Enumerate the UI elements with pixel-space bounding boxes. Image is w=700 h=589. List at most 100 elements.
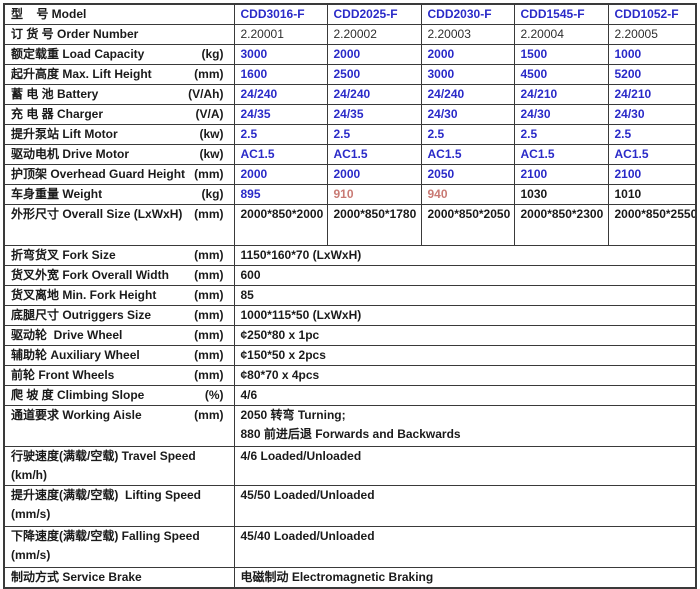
row-label: 外形尺寸 Overall Size (LxWxH) (mm) xyxy=(3,204,235,246)
spec-cell: 1000*115*50 (LxWxH) xyxy=(233,305,697,326)
row-travel-speed: 行驶速度(满载/空载) Travel Speed (km/h) 4/6 Load… xyxy=(3,446,697,486)
spec-cell: 1000 xyxy=(607,44,697,65)
spec-cell: 24/30 xyxy=(420,104,515,125)
spec-cell: AC1.5 xyxy=(326,144,422,165)
spec-cell: 2000*850*2550 xyxy=(607,204,697,246)
row-climbing-slope: 爬 坡 度 Climbing Slope (%) 4/6 xyxy=(3,385,697,406)
row-label: 护顶架 Overhead Guard Height (mm) xyxy=(3,164,235,185)
row-label: 辅助轮 Auxiliary Wheel (mm) xyxy=(3,345,235,366)
spec-cell: 电磁制动 Electromagnetic Braking xyxy=(233,567,697,589)
spec-cell: CDD1052-F xyxy=(607,3,697,25)
spec-cell: 24/240 xyxy=(326,84,422,105)
spec-cell: 2000*850*2300 xyxy=(513,204,609,246)
spec-cell: 2100 xyxy=(607,164,697,185)
spec-cell: 2000 xyxy=(326,164,422,185)
spec-cell: AC1.5 xyxy=(420,144,515,165)
row-label: 驱动电机 Drive Motor (kw) xyxy=(3,144,235,165)
row-label: 提升速度(满载/空载) Lifting Speed (mm/s) xyxy=(3,485,235,527)
row-label: 蓄 电 池 Battery (V/Ah) xyxy=(3,84,235,105)
row-label: 货叉离地 Min. Fork Height (mm) xyxy=(3,285,235,306)
row-label: 前轮 Front Wheels (mm) xyxy=(3,365,235,386)
row-label: 货叉外宽 Fork Overall Width (mm) xyxy=(3,265,235,286)
spec-cell: 2000*850*1780 xyxy=(326,204,422,246)
spec-cell: 3000 xyxy=(420,64,515,85)
row-lifting-speed: 提升速度(满载/空载) Lifting Speed (mm/s) 45/50 Lo… xyxy=(3,485,697,527)
row-front-wheels: 前轮 Front Wheels (mm) ¢80*70 x 4pcs xyxy=(3,365,697,386)
spec-cell: AC1.5 xyxy=(233,144,328,165)
row-label: 起升高度 Max. Lift Height (mm) xyxy=(3,64,235,85)
row-overall-size: 外形尺寸 Overall Size (LxWxH) (mm) 2000*850*2… xyxy=(3,204,697,246)
spec-cell: 2.5 xyxy=(513,124,609,145)
spec-cell: 1010 xyxy=(607,184,697,205)
spec-cell: 1500 xyxy=(513,44,609,65)
row-lift-height: 起升高度 Max. Lift Height (mm) 1600 2500 3000… xyxy=(3,64,697,85)
spec-cell: 24/210 xyxy=(513,84,609,105)
spec-cell: CDD1545-F xyxy=(513,3,609,25)
spec-table: 型 号 Model CDD3016-F CDD2025-F CDD2030-F … xyxy=(3,3,697,589)
row-charger: 充 电 器 Charger (V/A) 24/35 24/35 24/30 24/… xyxy=(3,104,697,125)
row-outriggers-size: 底腿尺寸 Outriggers Size (mm) 1000*115*50 (Lx… xyxy=(3,305,697,326)
row-overhead-guard: 护顶架 Overhead Guard Height (mm) 2000 2000 … xyxy=(3,164,697,185)
working-aisle-line1: 2050 转弯 Turning; xyxy=(240,408,346,422)
spec-cell: 85 xyxy=(233,285,697,306)
spec-cell: 2050 xyxy=(420,164,515,185)
spec-cell: AC1.5 xyxy=(607,144,697,165)
spec-cell: 2.5 xyxy=(233,124,328,145)
spec-cell: CDD2030-F xyxy=(420,3,515,25)
spec-cell: 4/6 Loaded/Unloaded xyxy=(233,446,697,486)
spec-cell: 2050 转弯 Turning; 880 前进后退 Forwards and B… xyxy=(233,405,697,447)
spec-cell: 2000*850*2050 xyxy=(420,204,515,246)
row-label: 车身重量 Weight (kg) xyxy=(3,184,235,205)
row-lift-motor: 提升泵站 Lift Motor (kw) 2.5 2.5 2.5 2.5 2.5 xyxy=(3,124,697,145)
row-load-capacity: 额定载重 Load Capacity (kg) 3000 2000 2000 15… xyxy=(3,44,697,65)
spec-cell: 4500 xyxy=(513,64,609,85)
working-aisle-line2: 880 前进后退 Forwards and Backwards xyxy=(240,427,461,441)
spec-cell: 2.20005 xyxy=(607,24,697,45)
row-label: 订 货 号 Order Number xyxy=(3,24,235,45)
spec-cell: 2.20001 xyxy=(233,24,328,45)
row-battery: 蓄 电 池 Battery (V/Ah) 24/240 24/240 24/240… xyxy=(3,84,697,105)
row-model: 型 号 Model CDD3016-F CDD2025-F CDD2030-F … xyxy=(3,3,697,25)
row-min-fork-height: 货叉离地 Min. Fork Height (mm) 85 xyxy=(3,285,697,306)
spec-cell: 24/35 xyxy=(233,104,328,125)
spec-cell: 2000 xyxy=(420,44,515,65)
spec-cell: 1600 xyxy=(233,64,328,85)
row-label: 制动方式 Service Brake xyxy=(3,567,235,589)
row-service-brake: 制动方式 Service Brake 电磁制动 Electromagnetic … xyxy=(3,567,697,589)
spec-cell: 24/35 xyxy=(326,104,422,125)
row-label: 充 电 器 Charger (V/A) xyxy=(3,104,235,125)
row-drive-wheel: 驱动轮 Drive Wheel (mm) ¢250*80 x 1pc xyxy=(3,325,697,346)
row-order-number: 订 货 号 Order Number 2.20001 2.20002 2.200… xyxy=(3,24,697,45)
spec-cell: 2.5 xyxy=(326,124,422,145)
spec-cell: AC1.5 xyxy=(513,144,609,165)
spec-cell: 24/240 xyxy=(233,84,328,105)
spec-cell: 4/6 xyxy=(233,385,697,406)
spec-cell: 45/40 Loaded/Unloaded xyxy=(233,526,697,568)
row-label: 爬 坡 度 Climbing Slope (%) xyxy=(3,385,235,406)
spec-cell: 2000 xyxy=(326,44,422,65)
spec-cell: CDD2025-F xyxy=(326,3,422,25)
row-fork-overall-width: 货叉外宽 Fork Overall Width (mm) 600 xyxy=(3,265,697,286)
spec-cell: 1030 xyxy=(513,184,609,205)
row-fork-size: 折弯货叉 Fork Size (mm) 1150*160*70 (LxWxH) xyxy=(3,245,697,266)
spec-cell: 600 xyxy=(233,265,697,286)
row-label: 额定载重 Load Capacity (kg) xyxy=(3,44,235,65)
row-label: 底腿尺寸 Outriggers Size (mm) xyxy=(3,305,235,326)
spec-cell: ¢80*70 x 4pcs xyxy=(233,365,697,386)
row-label: 下降速度(满载/空载) Falling Speed (mm/s) xyxy=(3,526,235,568)
spec-cell: ¢150*50 x 2pcs xyxy=(233,345,697,366)
spec-cell: 24/30 xyxy=(513,104,609,125)
row-label: 行驶速度(满载/空载) Travel Speed (km/h) xyxy=(3,446,235,486)
spec-cell: 2.20003 xyxy=(420,24,515,45)
row-auxiliary-wheel: 辅助轮 Auxiliary Wheel (mm) ¢150*50 x 2pcs xyxy=(3,345,697,366)
spec-cell: 2.5 xyxy=(607,124,697,145)
spec-cell: 5200 xyxy=(607,64,697,85)
spec-cell: 24/240 xyxy=(420,84,515,105)
row-label: 折弯货叉 Fork Size (mm) xyxy=(3,245,235,266)
spec-cell: CDD3016-F xyxy=(233,3,328,25)
row-label: 提升泵站 Lift Motor (kw) xyxy=(3,124,235,145)
spec-cell: 3000 xyxy=(233,44,328,65)
spec-cell: 24/30 xyxy=(607,104,697,125)
row-weight: 车身重量 Weight (kg) 895 910 940 1030 1010 xyxy=(3,184,697,205)
